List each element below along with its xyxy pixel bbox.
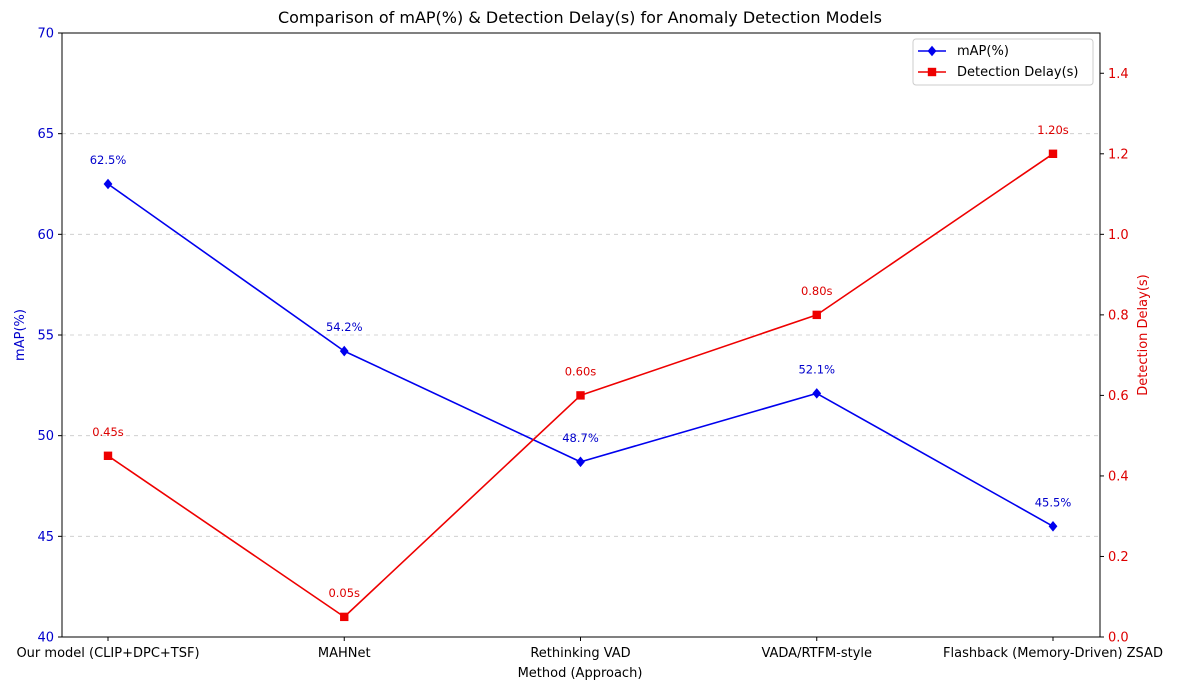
right-y-axis: 0.0 0.2 0.4 0.6 0.8 1.0 1.2 1.4 — [1100, 67, 1129, 646]
marker-map — [812, 388, 822, 399]
grid-layer — [62, 32, 1100, 638]
x-tick-label: VADA/RTFM-style — [761, 646, 872, 661]
legend-marker-map — [927, 45, 937, 57]
series-layer — [103, 149, 1058, 622]
x-tick-label: Our model (CLIP+DPC+TSF) — [16, 646, 199, 661]
series-line-delay — [107, 153, 1054, 618]
data-label-map: 48.7% — [562, 431, 599, 445]
data-label-delay: 0.80s — [801, 284, 833, 298]
marker-map — [576, 456, 585, 468]
data-label-delay: 1.20s — [1037, 123, 1069, 137]
legend-box — [912, 38, 1094, 86]
left-tick-label: 55 — [37, 329, 54, 344]
left-tick-label: 45 — [37, 530, 54, 545]
x-axis-label: Method (Approach) — [518, 666, 643, 681]
series-line-map — [107, 183, 1054, 527]
data-label-delay: 0.60s — [565, 364, 597, 378]
right-tick-label: 1.0 — [1108, 228, 1129, 243]
right-tick-label: 0.2 — [1108, 550, 1129, 565]
right-tick-label: 1.2 — [1108, 147, 1129, 162]
left-tick-label: 60 — [37, 228, 54, 243]
x-axis: Our model (CLIP+DPC+TSF) MAHNet Rethinking… — [16, 637, 1163, 661]
right-tick-label: 1.4 — [1108, 67, 1129, 82]
data-label-map: 54.2% — [326, 320, 363, 334]
left-tick-label: 65 — [37, 127, 54, 142]
chart-legend: mAP(%) Detection Delay(s) — [912, 38, 1094, 86]
marker-map — [103, 178, 113, 190]
marker-map — [339, 345, 349, 357]
data-label-map: 52.1% — [798, 362, 835, 376]
marker-delay — [576, 391, 585, 400]
marker-delay — [812, 310, 821, 320]
data-label-delay: 0.45s — [92, 425, 124, 439]
left-tick-label: 50 — [37, 429, 54, 444]
right-tick-label: 0.8 — [1108, 308, 1129, 323]
x-tick-label: Rethinking VAD — [530, 646, 630, 661]
marker-delay — [103, 451, 113, 460]
left-axis-label: mAP(%) — [13, 309, 28, 361]
left-y-axis: 40 45 50 55 60 65 70 — [37, 27, 62, 646]
left-tick-label: 40 — [37, 631, 54, 646]
data-label-map: 62.5% — [90, 153, 127, 167]
chart-title: Comparison of mAP(%) & Detection Delay(s… — [278, 8, 882, 27]
legend-marker-delay — [927, 67, 937, 77]
data-label-delay: 0.05s — [328, 586, 360, 600]
x-tick-label: Flashback (Memory-Driven) ZSAD — [943, 646, 1163, 661]
marker-delay — [340, 612, 349, 622]
data-labels-layer: 62.5% 54.2% 48.7% 52.1% 45.5% 0.45s 0.05s 0.60s… — [90, 123, 1072, 600]
right-axis-label: Detection Delay(s) — [1136, 274, 1151, 395]
marker-map — [1048, 520, 1058, 532]
legend-label-delay: Detection Delay(s) — [957, 65, 1078, 80]
data-label-map: 45.5% — [1035, 495, 1072, 509]
right-tick-label: 0.6 — [1108, 389, 1129, 404]
legend-label-map: mAP(%) — [957, 44, 1009, 59]
right-tick-label: 0.0 — [1108, 631, 1129, 646]
marker-delay — [1048, 149, 1058, 158]
left-tick-label: 70 — [37, 27, 54, 42]
x-tick-label: MAHNet — [318, 646, 371, 661]
right-tick-label: 0.4 — [1108, 469, 1129, 484]
